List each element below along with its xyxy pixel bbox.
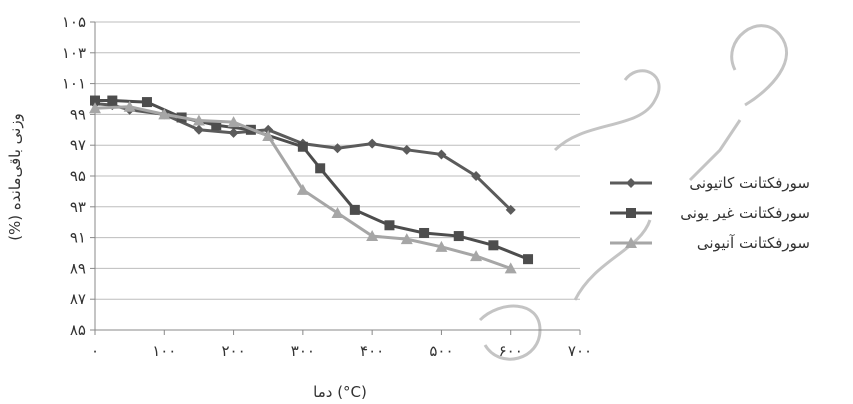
legend-label: سورفکتانت غیر یونی	[680, 204, 810, 222]
legend-marker	[625, 237, 637, 248]
series-diamond	[90, 98, 516, 215]
y-tick-labels: ۸۵ ۸۷ ۸۹ ۹۱ ۹۳ ۹۵ ۹۷ ۹۹ ۱۰۱ ۱۰۳ ۱۰۵	[62, 13, 95, 339]
x-tick-label: ۲۰۰	[221, 342, 245, 360]
data-point	[401, 144, 412, 155]
legend: سورفکتانت کاتیونی سورفکتانت غیر یونی سورفک…	[610, 174, 810, 252]
x-tick-label: ۵۰۰	[429, 342, 453, 360]
x-tick-label: ۱۰۰	[152, 342, 176, 360]
data-point	[505, 204, 516, 215]
data-point	[297, 141, 308, 152]
series-line	[94, 102, 512, 211]
legend-marker	[626, 208, 636, 218]
x-tick-label: ۳۰۰	[291, 342, 315, 360]
data-point	[296, 183, 309, 195]
data-point	[367, 138, 378, 149]
data-point	[419, 227, 430, 238]
legend-item: سورفکتانت غیر یونی	[610, 204, 810, 222]
data-point	[400, 233, 413, 245]
y-tick-label: ۸۷	[70, 290, 86, 308]
data-point	[90, 95, 100, 106]
y-tick-label: ۱۰۵	[62, 13, 86, 31]
y-tick-label: ۹۹	[70, 105, 86, 123]
y-tick-label: ۹۳	[70, 198, 86, 216]
data-point	[504, 262, 517, 274]
y-tick-label: ۱۰۱	[62, 75, 86, 93]
series-square	[90, 95, 534, 265]
y-tick-label: ۱۰۳	[62, 44, 86, 62]
data-point	[331, 206, 344, 218]
series-triangle	[89, 100, 517, 274]
data-point	[107, 95, 118, 106]
x-tick-label: ۰	[91, 342, 99, 360]
data-point	[228, 127, 239, 138]
y-axis-label: (%) وزنی باقی‌مانده	[6, 113, 24, 241]
watermark	[478, 24, 788, 361]
series-line	[95, 99, 529, 261]
data-point	[158, 108, 171, 120]
data-point	[349, 204, 360, 215]
data-point	[471, 171, 482, 181]
data-point	[488, 240, 499, 251]
x-tick-label: ۶۰۰	[499, 342, 523, 360]
data-point	[89, 102, 101, 114]
legend-label: سورفکتانت کاتیونی	[689, 174, 810, 192]
grid	[95, 21, 580, 331]
data-point	[384, 220, 395, 231]
data-point	[193, 124, 204, 135]
data-point	[262, 129, 275, 141]
legend-item: سورفکتانت کاتیونی	[610, 174, 810, 192]
x-axis-label: دما (°C)	[313, 383, 367, 401]
data-point	[523, 254, 534, 265]
y-tick-label: ۹۱	[70, 229, 86, 247]
data-point	[453, 231, 464, 242]
legend-label: سورفکتانت آنیونی	[697, 234, 810, 252]
data-point	[436, 149, 447, 160]
y-tick-label: ۹۵	[70, 167, 86, 185]
data-point	[192, 114, 205, 126]
series-group	[89, 95, 534, 274]
data-point	[141, 97, 152, 108]
data-point	[366, 230, 379, 242]
data-point	[315, 163, 326, 174]
x-tick-label: ۴۰۰	[360, 342, 384, 360]
data-point	[227, 116, 240, 128]
x-tick-label: ۷۰۰	[568, 342, 592, 360]
data-point	[263, 124, 274, 135]
data-point	[470, 250, 483, 262]
data-point	[123, 100, 136, 112]
data-point	[211, 120, 222, 131]
y-tick-label: ۸۵	[70, 321, 86, 339]
x-tick-labels: ۰ ۱۰۰ ۲۰۰ ۳۰۰ ۴۰۰ ۵۰۰ ۶۰۰ ۷۰۰	[91, 330, 592, 360]
legend-marker	[626, 178, 636, 188]
legend-item: سورفکتانت آنیونی	[610, 234, 810, 252]
y-tick-label: ۹۷	[70, 136, 86, 154]
data-point	[332, 143, 343, 154]
y-tick-label: ۸۹	[70, 259, 86, 277]
data-point	[435, 240, 448, 252]
